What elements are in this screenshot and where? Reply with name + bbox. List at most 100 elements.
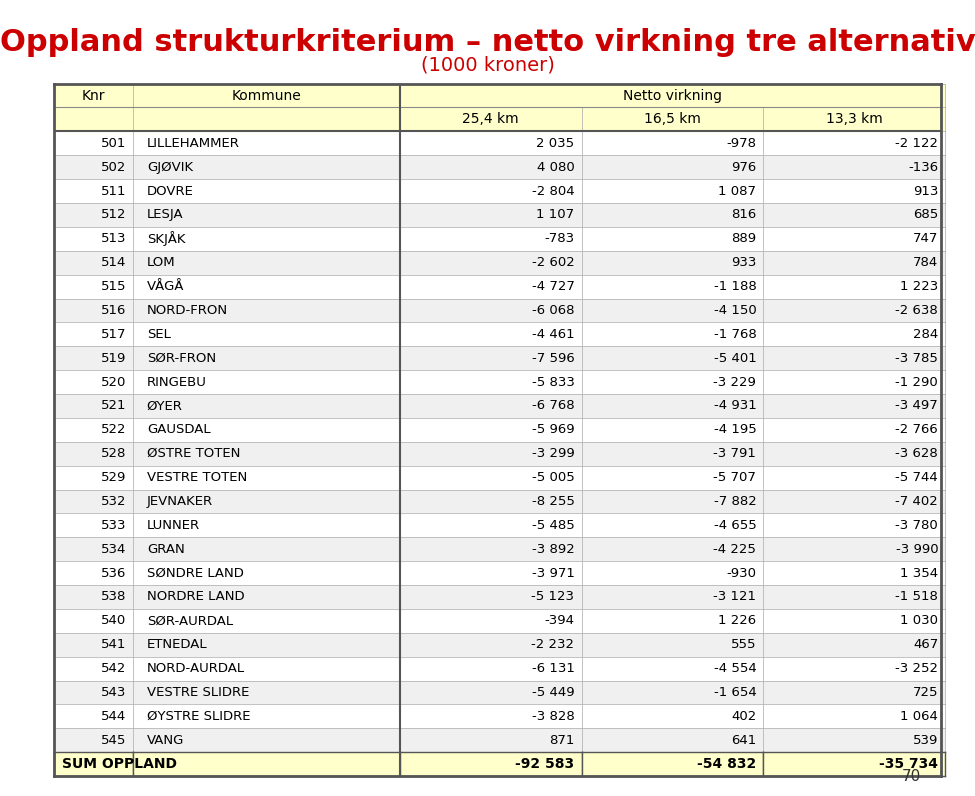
Text: 542: 542	[101, 662, 127, 675]
Text: SØR-AURDAL: SØR-AURDAL	[147, 615, 233, 627]
Text: -783: -783	[544, 232, 574, 245]
Text: -5 969: -5 969	[531, 423, 574, 436]
Text: 889: 889	[731, 232, 757, 245]
Text: -2 804: -2 804	[531, 185, 574, 197]
Text: NORD-AURDAL: NORD-AURDAL	[147, 662, 245, 675]
Text: 513: 513	[100, 232, 127, 245]
Text: 519: 519	[101, 352, 127, 365]
Text: -7 882: -7 882	[714, 495, 757, 508]
Text: -8 255: -8 255	[531, 495, 574, 508]
Text: -4 461: -4 461	[531, 328, 574, 341]
Text: JEVNAKER: JEVNAKER	[147, 495, 213, 508]
Text: ØYER: ØYER	[147, 400, 182, 412]
Text: 541: 541	[101, 638, 127, 651]
Text: GRAN: GRAN	[147, 543, 184, 556]
Text: -5 485: -5 485	[531, 519, 574, 532]
Text: LOM: LOM	[147, 256, 176, 269]
Text: RINGEBU: RINGEBU	[147, 376, 207, 388]
Text: -3 791: -3 791	[714, 447, 757, 460]
Text: VÅGÅ: VÅGÅ	[147, 280, 184, 293]
Text: -4 931: -4 931	[714, 400, 757, 412]
Text: 536: 536	[101, 567, 127, 579]
Text: -2 638: -2 638	[895, 304, 938, 317]
Text: 816: 816	[731, 209, 757, 221]
Text: -35 734: -35 734	[879, 757, 938, 771]
Text: 1 223: 1 223	[900, 280, 938, 293]
Text: 545: 545	[101, 734, 127, 747]
Text: -1 518: -1 518	[895, 591, 938, 603]
Text: -136: -136	[908, 161, 938, 174]
Text: 1 226: 1 226	[719, 615, 757, 627]
Text: 522: 522	[100, 423, 127, 436]
Text: -3 785: -3 785	[895, 352, 938, 365]
Text: -3 892: -3 892	[531, 543, 574, 556]
Text: LESJA: LESJA	[147, 209, 183, 221]
Text: SØR-FRON: SØR-FRON	[147, 352, 215, 365]
Text: 747: 747	[913, 232, 938, 245]
Text: 25,4 km: 25,4 km	[462, 112, 519, 127]
Text: 532: 532	[100, 495, 127, 508]
Text: VANG: VANG	[147, 734, 184, 747]
Text: SKJÅK: SKJÅK	[147, 232, 185, 246]
Text: 514: 514	[101, 256, 127, 269]
Text: -4 225: -4 225	[714, 543, 757, 556]
Text: -4 195: -4 195	[714, 423, 757, 436]
Text: -6 768: -6 768	[531, 400, 574, 412]
Text: ØYSTRE SLIDRE: ØYSTRE SLIDRE	[147, 710, 251, 723]
Text: -2 602: -2 602	[531, 256, 574, 269]
Text: 402: 402	[731, 710, 757, 723]
Text: -1 768: -1 768	[714, 328, 757, 341]
Text: 1 064: 1 064	[900, 710, 938, 723]
Text: -1 188: -1 188	[714, 280, 757, 293]
Text: -1 654: -1 654	[714, 686, 757, 699]
Text: GAUSDAL: GAUSDAL	[147, 423, 211, 436]
Text: 521: 521	[100, 400, 127, 412]
Text: 976: 976	[731, 161, 757, 174]
Text: SEL: SEL	[147, 328, 171, 341]
Text: -5 707: -5 707	[714, 471, 757, 484]
Text: VESTRE TOTEN: VESTRE TOTEN	[147, 471, 247, 484]
Text: 933: 933	[731, 256, 757, 269]
Text: NORD-FRON: NORD-FRON	[147, 304, 228, 317]
Text: -978: -978	[726, 137, 757, 150]
Text: -6 068: -6 068	[532, 304, 574, 317]
Text: -2 766: -2 766	[895, 423, 938, 436]
Text: 528: 528	[101, 447, 127, 460]
Text: -4 554: -4 554	[714, 662, 757, 675]
Text: -3 121: -3 121	[714, 591, 757, 603]
Text: 539: 539	[913, 734, 938, 747]
Text: 520: 520	[101, 376, 127, 388]
Text: LILLEHAMMER: LILLEHAMMER	[147, 137, 240, 150]
Text: -3 628: -3 628	[895, 447, 938, 460]
Text: 544: 544	[101, 710, 127, 723]
Text: 16,5 km: 16,5 km	[644, 112, 701, 127]
Text: -394: -394	[544, 615, 574, 627]
Text: 534: 534	[101, 543, 127, 556]
Text: -3 229: -3 229	[714, 376, 757, 388]
Text: 540: 540	[101, 615, 127, 627]
Text: 725: 725	[913, 686, 938, 699]
Text: VESTRE SLIDRE: VESTRE SLIDRE	[147, 686, 250, 699]
Text: -7 596: -7 596	[531, 352, 574, 365]
Text: -4 150: -4 150	[714, 304, 757, 317]
Text: SUM OPPLAND: SUM OPPLAND	[62, 757, 177, 771]
Text: Netto virkning: Netto virkning	[623, 88, 722, 103]
Text: 517: 517	[100, 328, 127, 341]
Text: -3 299: -3 299	[531, 447, 574, 460]
Text: 284: 284	[913, 328, 938, 341]
Text: 13,3 km: 13,3 km	[826, 112, 882, 127]
Text: 529: 529	[101, 471, 127, 484]
Text: GJØVIK: GJØVIK	[147, 161, 193, 174]
Text: 641: 641	[731, 734, 757, 747]
Text: 1 087: 1 087	[719, 185, 757, 197]
Text: 511: 511	[100, 185, 127, 197]
Text: -3 780: -3 780	[895, 519, 938, 532]
Text: 2 035: 2 035	[536, 137, 574, 150]
Text: -2 122: -2 122	[895, 137, 938, 150]
Text: -7 402: -7 402	[895, 495, 938, 508]
Text: -5 744: -5 744	[895, 471, 938, 484]
Text: LUNNER: LUNNER	[147, 519, 200, 532]
Text: -5 005: -5 005	[531, 471, 574, 484]
Text: -5 401: -5 401	[714, 352, 757, 365]
Text: 533: 533	[100, 519, 127, 532]
